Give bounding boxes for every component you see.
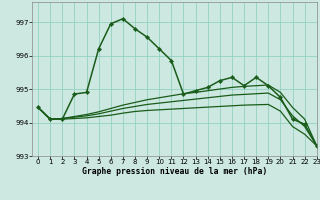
X-axis label: Graphe pression niveau de la mer (hPa): Graphe pression niveau de la mer (hPa) xyxy=(82,167,267,176)
